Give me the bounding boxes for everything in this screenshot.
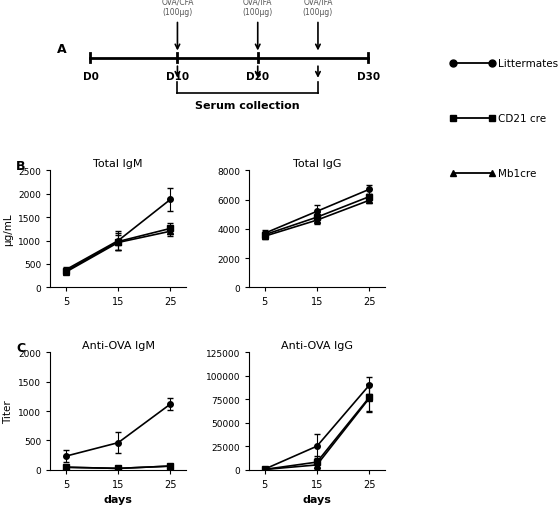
Text: OVA/IFA
(100μg): OVA/IFA (100μg) <box>243 0 273 17</box>
Text: Littermates: Littermates <box>499 59 558 69</box>
Text: D0: D0 <box>83 72 98 81</box>
Text: Mb1cre: Mb1cre <box>499 168 537 178</box>
Text: Serum collection: Serum collection <box>196 100 300 111</box>
Text: D10: D10 <box>166 72 189 81</box>
Text: C: C <box>16 341 26 354</box>
Y-axis label: Titer: Titer <box>3 399 13 423</box>
Text: OVA/CFA
(100μg): OVA/CFA (100μg) <box>161 0 193 17</box>
Title: Anti-OVA IgG: Anti-OVA IgG <box>281 341 353 350</box>
X-axis label: days: days <box>302 494 331 504</box>
Text: CD21 cre: CD21 cre <box>499 114 547 124</box>
Text: D20: D20 <box>246 72 269 81</box>
Text: B: B <box>16 159 26 172</box>
Y-axis label: μg/mL: μg/mL <box>3 213 13 246</box>
X-axis label: days: days <box>104 494 132 504</box>
Text: A: A <box>57 43 67 56</box>
Title: Total IgM: Total IgM <box>93 159 143 169</box>
Title: Anti-OVA IgM: Anti-OVA IgM <box>82 341 155 350</box>
Text: D30: D30 <box>357 72 380 81</box>
Title: Total IgG: Total IgG <box>293 159 341 169</box>
Text: OVA/IFA
(100μg): OVA/IFA (100μg) <box>303 0 333 17</box>
